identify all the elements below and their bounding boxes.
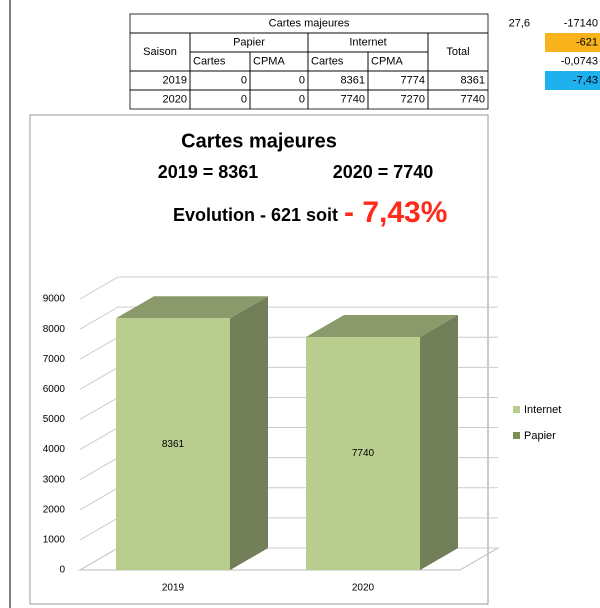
legend-swatch — [513, 406, 520, 413]
table-cell-text: 7740 — [461, 93, 485, 105]
legend-swatch — [513, 432, 520, 439]
y-tick-label: 7000 — [43, 354, 66, 365]
legend-label: Papier — [524, 430, 556, 442]
subtitle: 2019 = 8361 — [158, 162, 259, 182]
bar-segment — [116, 296, 268, 570]
legend-label: Internet — [524, 404, 561, 416]
x-tick-label: 2019 — [162, 583, 185, 594]
table-cell-text: 2020 — [163, 93, 187, 105]
bar-face — [230, 296, 268, 570]
side-cell: -7,43 — [573, 74, 598, 86]
table-header: Saison — [143, 46, 177, 58]
table-header: Papier — [233, 36, 265, 48]
data-label: 8361 — [162, 439, 185, 450]
table-subheader: CPMA — [253, 55, 285, 67]
side-cell: 27,6 — [509, 17, 530, 29]
y-tick-label: 8000 — [43, 324, 66, 335]
table-subheader: Cartes — [193, 55, 226, 67]
bar-face — [116, 318, 230, 570]
grid-line — [79, 276, 498, 300]
table-cell-text: 7270 — [401, 93, 425, 105]
y-tick-label: 2000 — [43, 504, 66, 515]
bar-face — [306, 314, 458, 337]
side-cell: -621 — [576, 36, 598, 48]
data-label: 7740 — [352, 448, 375, 459]
side-cell: -0,0743 — [561, 55, 598, 67]
bar-face — [420, 314, 458, 570]
table-cell-text: 8361 — [461, 74, 485, 86]
annotation-highlight: - 7,43% — [344, 196, 447, 229]
table-cell-text: 0 — [241, 74, 247, 86]
table-cell-text: 7774 — [401, 74, 425, 86]
table-cell-text: 0 — [299, 93, 305, 105]
y-tick-label: 5000 — [43, 414, 66, 425]
annotation: Evolution - 621 soit — [173, 205, 338, 225]
y-tick-label: 6000 — [43, 384, 66, 395]
table-header: Total — [446, 46, 469, 58]
bar-segment — [306, 314, 458, 570]
bar-face — [306, 336, 420, 570]
y-tick-label: 3000 — [43, 474, 66, 485]
table-header: Internet — [349, 36, 386, 48]
cell-fill — [545, 71, 600, 90]
table-cell-text: 2019 — [163, 74, 187, 86]
x-tick-label: 2020 — [352, 583, 375, 594]
table-cell-text: 0 — [241, 93, 247, 105]
table-cell-text: 0 — [299, 74, 305, 86]
subtitle: 2020 = 7740 — [333, 162, 434, 182]
chart-title: Cartes majeures — [181, 130, 337, 152]
bar-face — [116, 296, 268, 319]
y-tick-label: 1000 — [43, 535, 66, 546]
grid-line — [79, 306, 498, 330]
table-cell-text: 7740 — [341, 93, 365, 105]
y-tick-label: 9000 — [43, 294, 66, 305]
y-tick-label: 4000 — [43, 444, 66, 455]
table-subheader: CPMA — [371, 55, 403, 67]
table-cell — [427, 89, 489, 110]
side-cell: -17140 — [564, 17, 598, 29]
table-cell-text: 8361 — [341, 74, 365, 86]
table-title: Cartes majeures — [269, 17, 350, 29]
y-tick-label: 0 — [59, 565, 65, 576]
table-subheader: Cartes — [311, 55, 344, 67]
cell-fill — [545, 33, 600, 52]
